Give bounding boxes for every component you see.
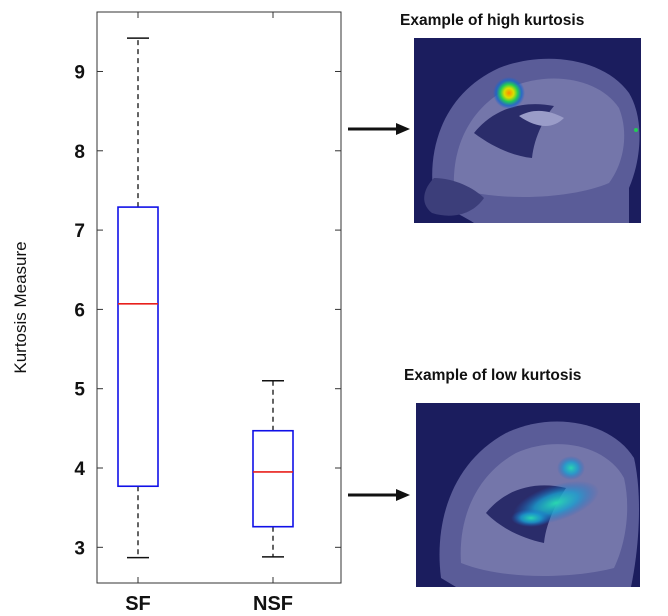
high-kurtosis-title: Example of high kurtosis [400, 12, 585, 29]
y-axis-label: Kurtosis Measure [11, 241, 30, 373]
low-kurtosis-mri-image [416, 403, 640, 587]
y-tick-label: 3 [74, 538, 85, 559]
high-kurtosis-mri-image [414, 38, 641, 223]
kurtosis-boxplot: 3 4 5 6 7 8 9 Kurtosis Measure SF NSF [11, 11, 342, 615]
x-category-label: NSF [253, 593, 293, 615]
y-tick-label: 9 [74, 62, 85, 83]
arrow-to-high-example [348, 123, 410, 135]
plot-frame [96, 11, 342, 584]
y-tick-label: 6 [74, 300, 85, 321]
arrow-to-low-example [348, 489, 410, 501]
low-kurtosis-title: Example of low kurtosis [404, 367, 582, 384]
box-iqr [117, 206, 159, 488]
y-tick-label: 8 [74, 142, 85, 163]
y-tick-label: 4 [74, 459, 85, 480]
x-category-label: SF [125, 593, 151, 615]
y-tick-label: 5 [74, 380, 85, 401]
box-iqr [252, 429, 294, 528]
y-tick-label: 7 [74, 221, 85, 242]
